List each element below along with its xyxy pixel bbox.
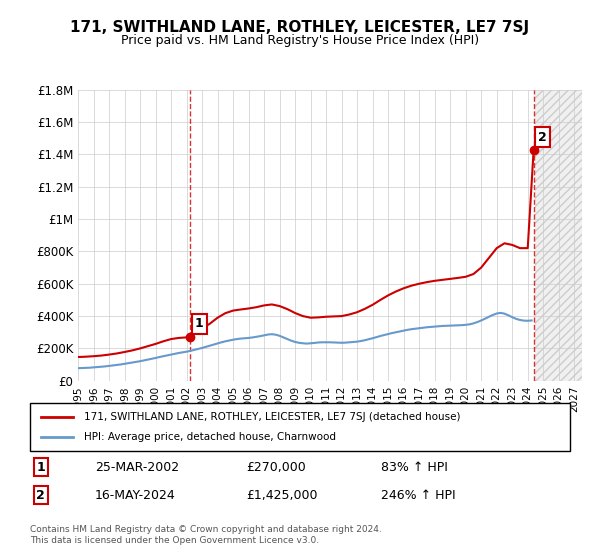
Text: £270,000: £270,000	[246, 460, 306, 474]
Text: Price paid vs. HM Land Registry's House Price Index (HPI): Price paid vs. HM Land Registry's House …	[121, 34, 479, 46]
Text: 171, SWITHLAND LANE, ROTHLEY, LEICESTER, LE7 7SJ: 171, SWITHLAND LANE, ROTHLEY, LEICESTER,…	[70, 20, 530, 35]
Text: 171, SWITHLAND LANE, ROTHLEY, LEICESTER, LE7 7SJ (detached house): 171, SWITHLAND LANE, ROTHLEY, LEICESTER,…	[84, 412, 461, 422]
Text: HPI: Average price, detached house, Charnwood: HPI: Average price, detached house, Char…	[84, 432, 336, 442]
Text: 2: 2	[538, 130, 547, 143]
FancyBboxPatch shape	[30, 403, 570, 451]
Text: £1,425,000: £1,425,000	[246, 489, 317, 502]
Bar	[535, 90, 582, 381]
Text: 246% ↑ HPI: 246% ↑ HPI	[381, 489, 455, 502]
Text: 1: 1	[37, 460, 45, 474]
Text: 2: 2	[37, 489, 45, 502]
Text: 1: 1	[195, 318, 203, 330]
Text: 83% ↑ HPI: 83% ↑ HPI	[381, 460, 448, 474]
Text: Contains HM Land Registry data © Crown copyright and database right 2024.
This d: Contains HM Land Registry data © Crown c…	[30, 525, 382, 545]
Text: 25-MAR-2002: 25-MAR-2002	[95, 460, 179, 474]
Text: 16-MAY-2024: 16-MAY-2024	[95, 489, 176, 502]
